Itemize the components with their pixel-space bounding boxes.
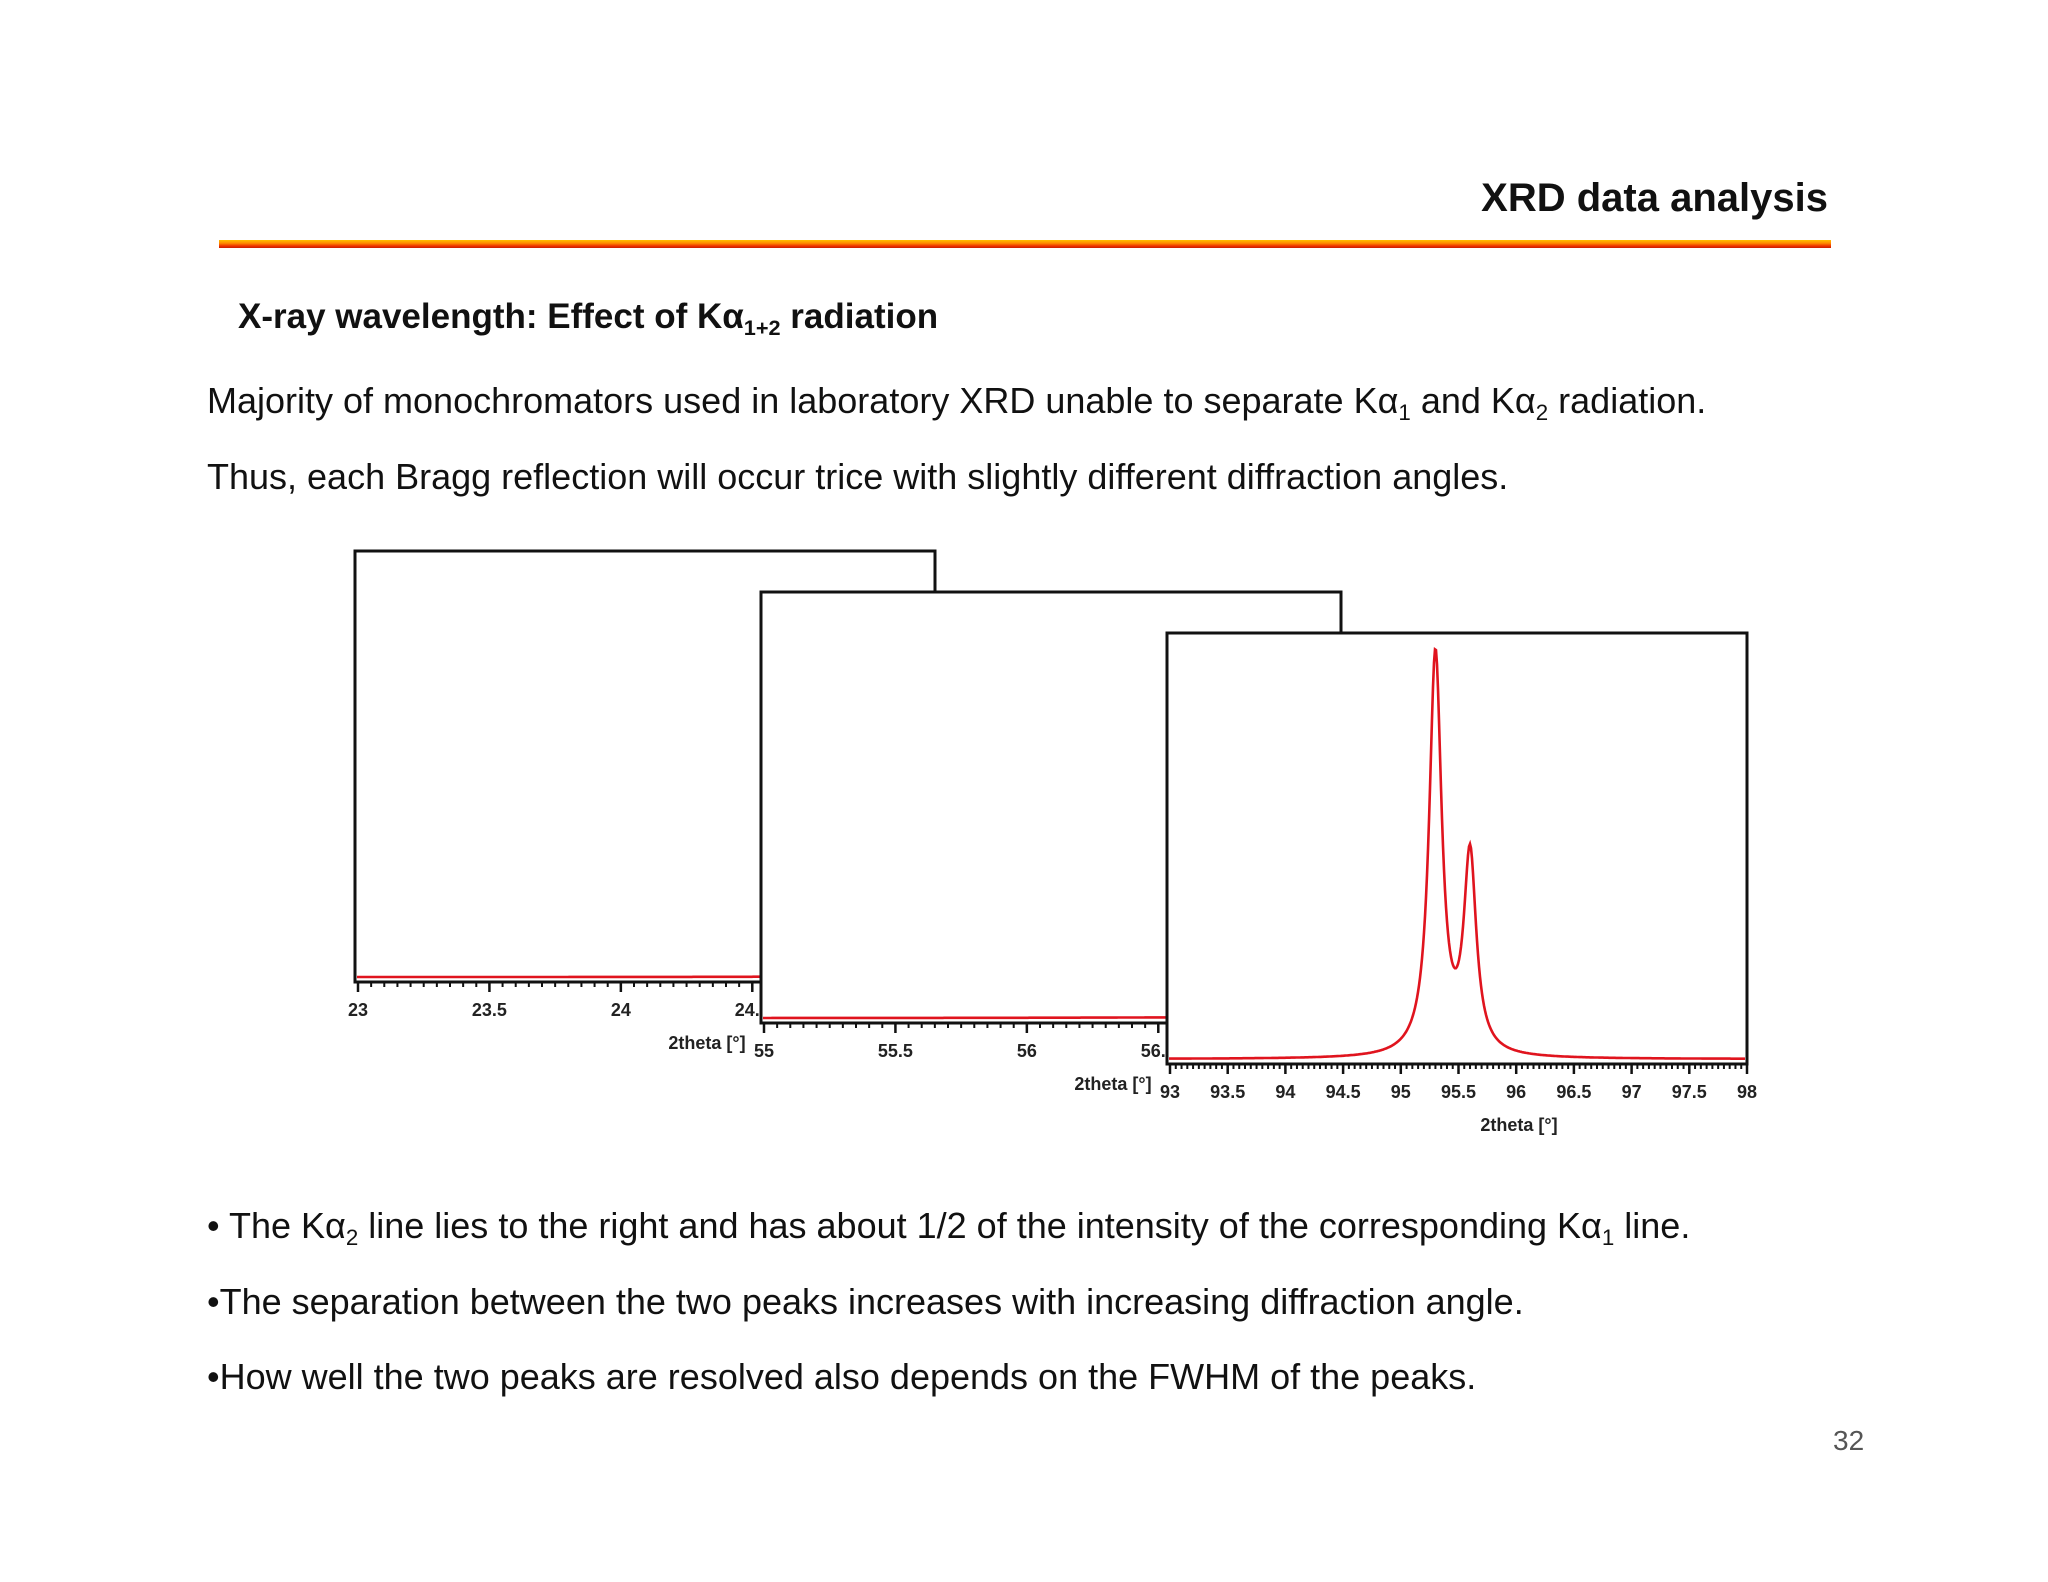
tick-label: 55.5 [878, 1041, 913, 1061]
intro-line-1: Majority of monochromators used in labor… [207, 380, 1707, 426]
plot-frame [1165, 631, 1749, 1066]
bullet-2: •The separation between the two peaks in… [207, 1281, 1524, 1322]
intro-sub-1: 1 [1398, 400, 1411, 426]
subtitle-text: X-ray wavelength: Effect of Kα [238, 297, 744, 336]
bullet-1-sub-1: 2 [345, 1225, 359, 1251]
tick-label: 97 [1622, 1082, 1642, 1102]
tick-label: 97.5 [1672, 1082, 1707, 1102]
tick-label: 23 [348, 1000, 368, 1020]
subtitle-after: radiation [780, 297, 939, 336]
section-subtitle: X-ray wavelength: Effect of Kα1+2 radiat… [238, 297, 939, 340]
tick-label: 96 [1506, 1082, 1526, 1102]
tick-label: 94.5 [1326, 1082, 1361, 1102]
bullet-1-part-2: line lies to the right and has about 1/2… [358, 1205, 1602, 1246]
intro-part-3: radiation. [1548, 380, 1707, 421]
title-underline [219, 240, 1831, 248]
bullet-1-part-3: line. [1614, 1205, 1691, 1246]
bullet-1-part-1: • The Kα [207, 1205, 346, 1246]
bullet-1: • The Kα2 line lies to the right and has… [207, 1205, 1691, 1251]
intro-part-1: Majority of monochromators used in labor… [207, 380, 1399, 421]
tick-label: 24 [611, 1000, 631, 1020]
slide-title: XRD data analysis [1481, 176, 1828, 220]
intro-sub-2: 2 [1535, 400, 1549, 426]
tick-label: 93.5 [1210, 1082, 1245, 1102]
tick-label: 23.5 [472, 1000, 507, 1020]
chart-panel-3: 93 93.5 94 94.5 95 95.5 96 96.5 97 97.5 98 2theta [… [1160, 631, 1757, 1135]
x-axis-label: 2theta [°] [668, 1033, 745, 1053]
diffraction-curve [1169, 647, 1745, 1060]
tick-label: 93 [1160, 1082, 1180, 1102]
page-number: 32 [1833, 1425, 1865, 1456]
x-axis-label: 2theta [°] [1074, 1074, 1151, 1094]
intro-part-2: and Kα [1410, 380, 1536, 421]
tick-label: 95 [1391, 1082, 1411, 1102]
intro-line-2: Thus, each Bragg reflection will occur t… [207, 456, 1509, 497]
tick-label: 95.5 [1441, 1082, 1476, 1102]
bullet-1-sub-2: 1 [1601, 1225, 1615, 1251]
tick-label: 56 [1017, 1041, 1037, 1061]
subtitle-subscript: 1+2 [743, 314, 781, 340]
x-axis-label: 2theta [°] [1480, 1115, 1557, 1135]
bullet-3: •How well the two peaks are resolved als… [207, 1356, 1477, 1397]
tick-label: 94 [1275, 1082, 1295, 1102]
tick-label: 55 [754, 1041, 774, 1061]
tick-label: 96.5 [1556, 1082, 1591, 1102]
tick-label: 98 [1737, 1082, 1757, 1102]
